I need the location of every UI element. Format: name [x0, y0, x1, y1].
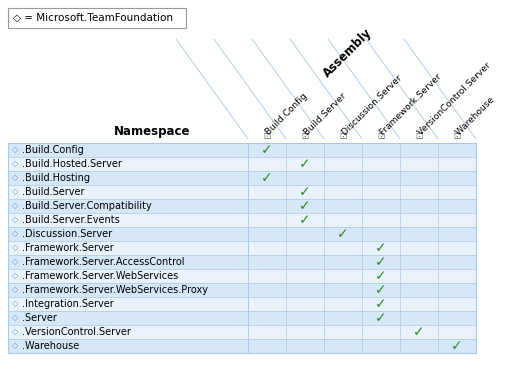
- Text: .VersionControl.Server: .VersionControl.Server: [414, 60, 492, 138]
- Text: .Discussion.Server: .Discussion.Server: [338, 72, 403, 138]
- Text: .Build.Hosting: .Build.Hosting: [22, 173, 90, 183]
- Bar: [8, 339, 476, 353]
- Text: Assembly: Assembly: [321, 26, 375, 80]
- Text: □: □: [415, 131, 423, 140]
- Text: .Integration.Server: .Integration.Server: [22, 299, 114, 309]
- Text: ◇: ◇: [12, 160, 18, 168]
- Text: ✓: ✓: [375, 255, 387, 269]
- Bar: [8, 213, 476, 227]
- Text: ✓: ✓: [451, 339, 463, 353]
- Text: ◇: ◇: [12, 145, 18, 154]
- Text: ✓: ✓: [261, 143, 273, 157]
- Text: □: □: [339, 131, 347, 140]
- Text: .Framework.Server.WebServices.Proxy: .Framework.Server.WebServices.Proxy: [22, 285, 208, 295]
- Text: .Build.Config: .Build.Config: [261, 91, 309, 138]
- Text: ✓: ✓: [299, 157, 311, 171]
- Text: ◇ = Microsoft.TeamFoundation: ◇ = Microsoft.TeamFoundation: [13, 13, 173, 23]
- Text: □: □: [454, 131, 460, 140]
- Bar: [8, 171, 476, 185]
- Bar: [8, 185, 476, 199]
- Text: ✓: ✓: [375, 311, 387, 325]
- Text: .Build.Server.Compatibility: .Build.Server.Compatibility: [22, 201, 152, 211]
- Text: .Build.Server.Events: .Build.Server.Events: [22, 215, 120, 225]
- Text: .Framework.Server.WebServices: .Framework.Server.WebServices: [22, 271, 179, 281]
- Text: .Build.Hosted.Server: .Build.Hosted.Server: [22, 159, 122, 169]
- Text: ✓: ✓: [375, 269, 387, 283]
- Bar: [8, 311, 476, 325]
- Text: ✓: ✓: [375, 241, 387, 255]
- Bar: [8, 241, 476, 255]
- Bar: [8, 227, 476, 241]
- Text: .Build.Config: .Build.Config: [22, 145, 84, 155]
- Text: ◇: ◇: [12, 272, 18, 280]
- Text: .Framework.Server: .Framework.Server: [375, 71, 443, 138]
- Text: ◇: ◇: [12, 257, 18, 266]
- Text: ✓: ✓: [299, 213, 311, 227]
- Text: .Framework.Server.AccessControl: .Framework.Server.AccessControl: [22, 257, 184, 267]
- Text: □: □: [301, 131, 309, 140]
- Bar: [8, 283, 476, 297]
- Text: ✓: ✓: [375, 297, 387, 311]
- Bar: [8, 199, 476, 213]
- Text: .Warehouse: .Warehouse: [22, 341, 79, 351]
- Bar: [8, 8, 186, 28]
- Bar: [8, 325, 476, 339]
- Text: ◇: ◇: [12, 230, 18, 239]
- Text: .Server: .Server: [22, 313, 57, 323]
- Text: ✓: ✓: [299, 199, 311, 213]
- Bar: [8, 143, 476, 157]
- Text: ◇: ◇: [12, 174, 18, 183]
- Text: ◇: ◇: [12, 299, 18, 309]
- Bar: [8, 269, 476, 283]
- Bar: [8, 297, 476, 311]
- Text: ◇: ◇: [12, 216, 18, 224]
- Text: .Framework.Server: .Framework.Server: [22, 243, 114, 253]
- Text: .Warehouse: .Warehouse: [452, 94, 496, 138]
- Text: ✓: ✓: [375, 283, 387, 297]
- Text: ◇: ◇: [12, 313, 18, 322]
- Text: ✓: ✓: [261, 171, 273, 185]
- Text: .VersionControl.Server: .VersionControl.Server: [22, 327, 131, 337]
- Text: Namespace: Namespace: [114, 125, 190, 138]
- Text: ◇: ◇: [12, 341, 18, 351]
- Text: ◇: ◇: [12, 286, 18, 295]
- Text: ◇: ◇: [12, 328, 18, 336]
- Bar: [8, 143, 476, 353]
- Text: ✓: ✓: [337, 227, 349, 241]
- Text: ✓: ✓: [299, 185, 311, 199]
- Text: ◇: ◇: [12, 201, 18, 210]
- Text: □: □: [264, 131, 270, 140]
- Text: .Discussion.Server: .Discussion.Server: [22, 229, 112, 239]
- Bar: [8, 255, 476, 269]
- Text: .Build.Server: .Build.Server: [22, 187, 85, 197]
- Text: ✓: ✓: [413, 325, 425, 339]
- Text: ◇: ◇: [12, 187, 18, 197]
- Text: ◇: ◇: [12, 243, 18, 253]
- Text: □: □: [377, 131, 385, 140]
- Bar: [8, 157, 476, 171]
- Text: .Build.Server: .Build.Server: [300, 90, 348, 138]
